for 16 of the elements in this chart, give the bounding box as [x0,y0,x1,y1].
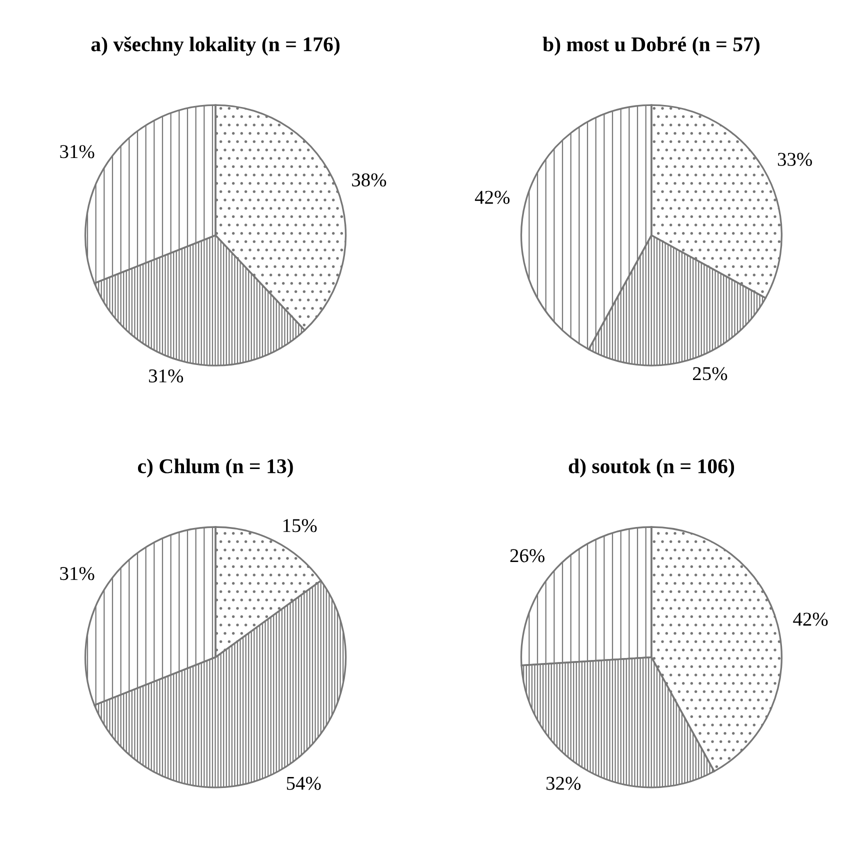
chart-title: b) most u Dobré (n = 57) [542,36,760,56]
chart-title: d) soutok (n = 106) [568,458,734,478]
data-label: 42% [793,612,828,626]
chart-title: a) všechny lokality (n = 176) [91,36,340,56]
data-label: 38% [352,173,386,187]
data-label: 32% [546,776,581,790]
data-label: 31% [60,566,94,580]
data-label: 15% [283,519,317,532]
data-label: 25% [693,367,728,380]
data-label: 31% [60,145,94,158]
data-label: 42% [474,190,510,204]
data-label: 31% [149,369,184,383]
data-label: 33% [778,152,812,166]
data-label: 54% [286,776,321,790]
chart-title: c) Chlum (n = 13) [138,458,293,478]
data-label: 26% [510,549,544,562]
